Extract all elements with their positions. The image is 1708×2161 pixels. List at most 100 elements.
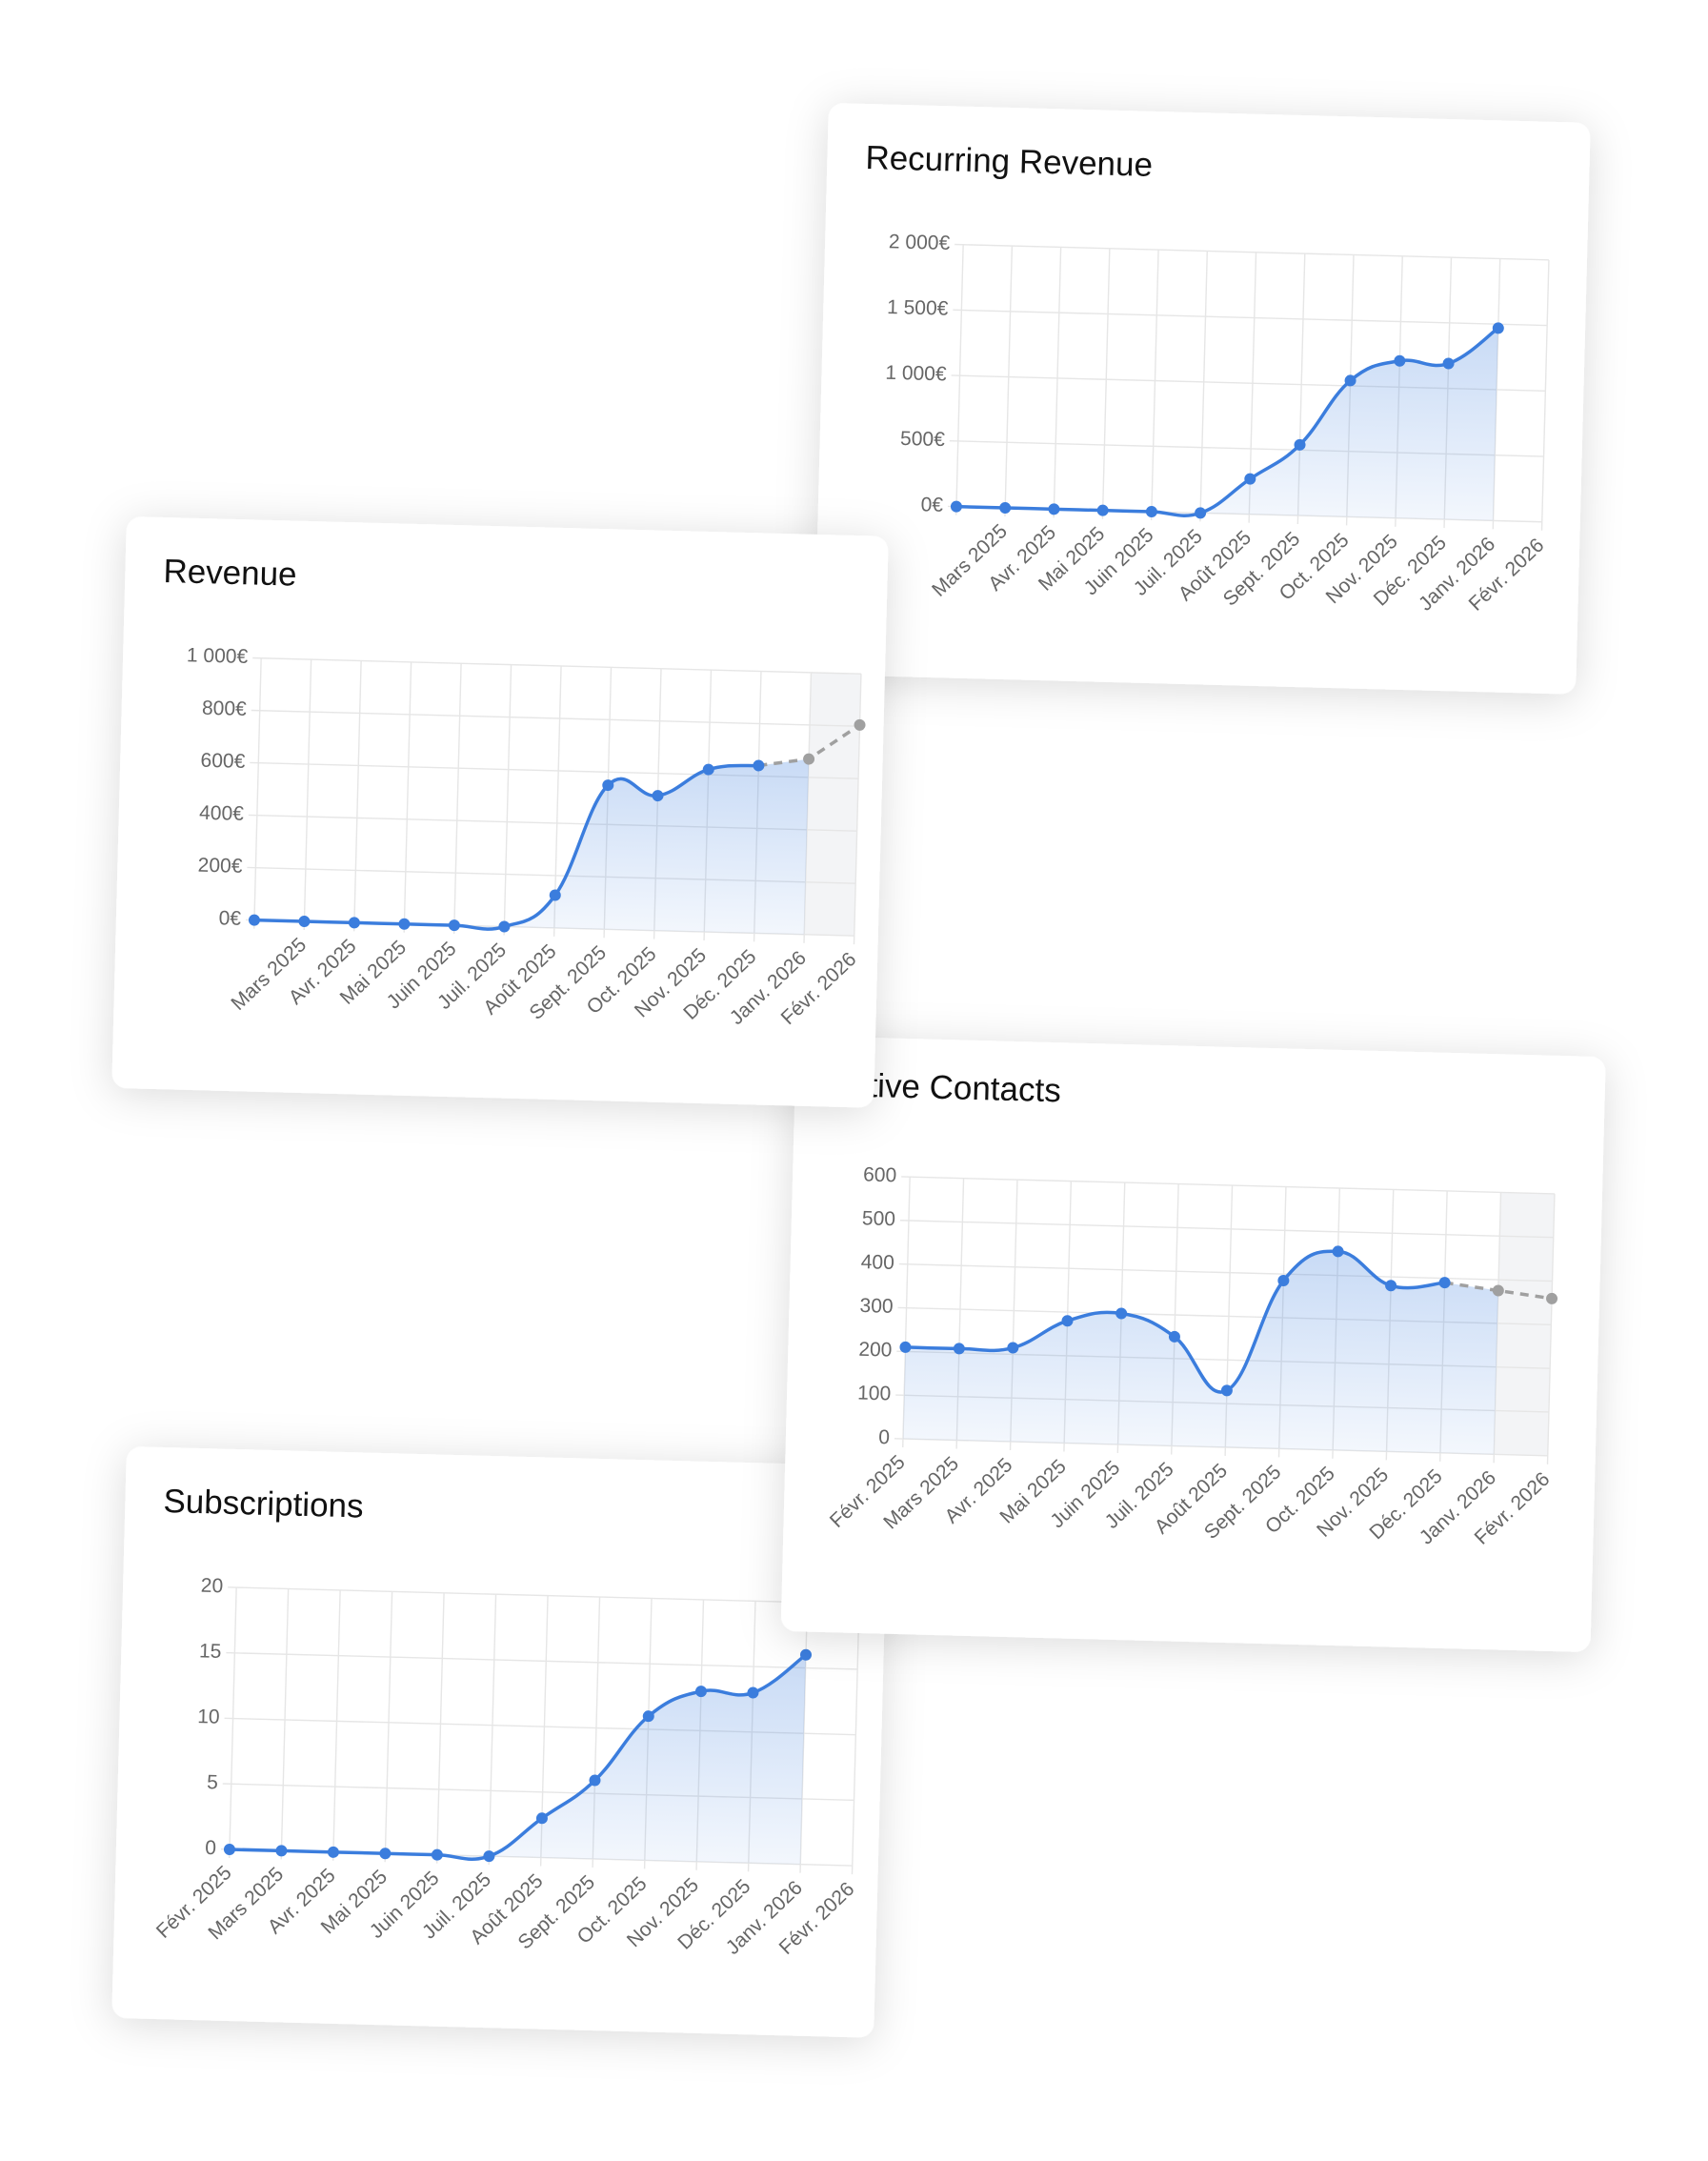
y-tick-label: 0 — [878, 1426, 890, 1448]
point — [694, 1686, 707, 1698]
grid-line — [1540, 259, 1550, 531]
point — [535, 1812, 548, 1825]
point — [753, 759, 765, 772]
y-tick-label: 500€ — [900, 428, 946, 451]
point — [248, 914, 260, 926]
point — [953, 1343, 965, 1355]
point — [327, 1846, 339, 1858]
point — [1048, 503, 1060, 515]
point — [1394, 354, 1406, 367]
point — [1492, 322, 1504, 334]
point — [1145, 506, 1157, 518]
point — [549, 889, 561, 901]
grid-line — [901, 1176, 1555, 1195]
grid-line — [384, 1591, 393, 1863]
area-fill — [955, 328, 1498, 521]
grid-line — [1199, 251, 1209, 522]
y-tick-label: 1 000€ — [187, 644, 249, 668]
y-tick-label: 400 — [860, 1251, 894, 1274]
grid-line — [954, 243, 1549, 261]
grid-line — [503, 664, 512, 936]
point — [348, 917, 360, 929]
point — [275, 1845, 288, 1857]
point — [1277, 1275, 1290, 1287]
card-background — [111, 516, 889, 1108]
grid-line — [303, 659, 312, 931]
y-tick-label: 100 — [857, 1383, 892, 1405]
area-fill — [902, 1251, 1498, 1455]
point — [1492, 1284, 1504, 1297]
grid-line — [251, 709, 860, 727]
grid-line — [1004, 246, 1014, 517]
y-tick-label: 15 — [199, 1640, 222, 1663]
point — [589, 1774, 601, 1787]
chart-title: Revenue — [163, 553, 297, 594]
point — [1220, 1384, 1233, 1397]
chart-title: Subscriptions — [163, 1483, 364, 1525]
point — [298, 916, 311, 928]
point — [1385, 1280, 1397, 1292]
grid-line — [1101, 248, 1111, 519]
point — [448, 919, 460, 932]
y-tick-label: 0 — [205, 1837, 216, 1859]
grid-line — [955, 244, 964, 515]
point — [1442, 357, 1455, 370]
point — [702, 763, 714, 776]
point — [1332, 1245, 1344, 1258]
y-tick-label: 10 — [197, 1706, 220, 1728]
y-tick-label: 0€ — [218, 907, 241, 930]
point — [1061, 1315, 1074, 1327]
y-tick-label: 20 — [201, 1575, 224, 1598]
grid-line — [851, 1604, 860, 1875]
grid-line — [228, 1586, 859, 1605]
grid-line — [252, 656, 861, 675]
y-tick-label: 500 — [862, 1207, 896, 1230]
grid-line — [1150, 250, 1159, 521]
grid-line — [953, 309, 1548, 327]
point — [223, 1843, 235, 1855]
y-tick-label: 1 000€ — [885, 362, 947, 386]
point — [602, 779, 614, 792]
y-tick-label: 200 — [858, 1339, 893, 1362]
point — [854, 718, 866, 731]
chart-card: Active Contacts0100200300400500600Févr. … — [781, 1036, 1606, 1652]
point — [1115, 1307, 1128, 1320]
y-tick-label: 400€ — [199, 802, 245, 825]
card-background — [814, 103, 1591, 695]
y-tick-label: 5 — [207, 1771, 218, 1793]
point — [652, 790, 664, 802]
grid-line — [403, 661, 412, 933]
point — [379, 1848, 392, 1860]
y-tick-label: 800€ — [202, 697, 248, 720]
point — [1168, 1330, 1180, 1343]
line — [253, 763, 759, 931]
grid-line — [435, 1592, 445, 1864]
point — [1096, 504, 1109, 516]
grid-line — [280, 1588, 290, 1860]
grid-line — [899, 1220, 1554, 1239]
grid-line — [352, 660, 362, 932]
grid-line — [488, 1594, 497, 1866]
point — [1438, 1277, 1451, 1289]
point — [642, 1710, 654, 1723]
point — [1546, 1292, 1558, 1304]
point — [1344, 374, 1356, 387]
point — [1195, 507, 1207, 519]
y-tick-label: 2 000€ — [889, 231, 951, 254]
point — [431, 1848, 443, 1861]
point — [398, 918, 411, 930]
y-tick-label: 600 — [863, 1163, 897, 1186]
grid-line — [1546, 1193, 1556, 1464]
area-fill — [253, 758, 810, 935]
point — [999, 501, 1012, 514]
point — [1294, 438, 1306, 451]
y-tick-label: 1 500€ — [887, 296, 949, 320]
card-background — [111, 1446, 889, 2038]
grid-line — [229, 1587, 237, 1858]
y-tick-label: 200€ — [197, 855, 243, 878]
grid-line — [1053, 247, 1062, 518]
